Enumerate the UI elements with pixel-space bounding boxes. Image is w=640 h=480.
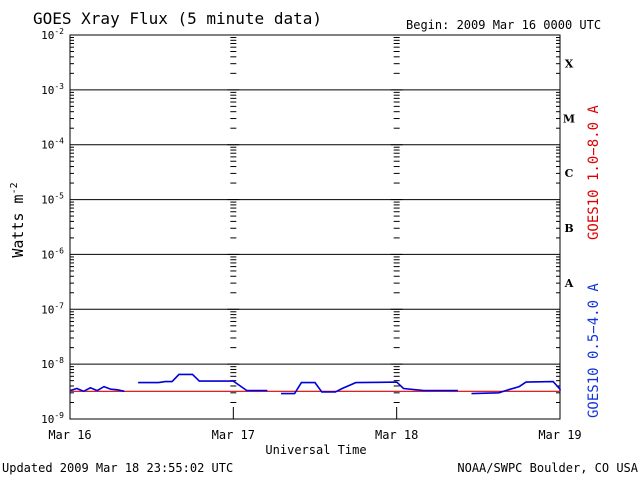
y-tick-label-base: 10 [41, 248, 54, 261]
flare-class-x: X [565, 57, 574, 70]
flare-class-m: M [563, 112, 575, 125]
y-tick-label-base: 10 [41, 29, 54, 42]
series-line-blue [281, 381, 458, 395]
x-tick-label: Mar 16 [48, 428, 91, 442]
y-tick-label-base: 10 [41, 139, 54, 152]
footer-credit: NOAA/SWPC Boulder, CO USA [457, 461, 638, 475]
legend-series-blue: GOES10 0.5−4.0 A [586, 283, 602, 418]
y-tick-label: 10-6 [41, 246, 64, 261]
y-axis-label: Watts m-2 [9, 182, 27, 257]
svg-text:Watts m-2: Watts m-2 [9, 182, 27, 257]
y-tick-label-exp: -4 [54, 137, 64, 146]
y-tick-label-exp: -3 [54, 82, 64, 91]
x-tick-label: Mar 19 [538, 428, 581, 442]
legend-series-red: GOES10 1.0−8.0 A [586, 105, 602, 240]
x-tick-label: Mar 17 [212, 428, 255, 442]
flare-class-a: A [564, 277, 574, 290]
y-tick-label-exp: -2 [54, 27, 64, 36]
begin-label: Begin: 2009 Mar 16 0000 UTC [406, 18, 601, 32]
y-tick-label-base: 10 [41, 303, 54, 316]
y-tick-label: 10-7 [41, 301, 64, 316]
series-line-blue [471, 380, 561, 395]
y-tick-label: 10-9 [41, 411, 64, 426]
flare-class-b: B [564, 222, 573, 235]
y-axis-label-sup: -2 [9, 182, 20, 194]
y-tick-label: 10-4 [41, 137, 64, 152]
y-tick-label-base: 10 [41, 358, 54, 371]
x-tick-label: Mar 18 [375, 428, 418, 442]
y-tick-label-exp: -7 [54, 301, 64, 310]
y-tick-label-base: 10 [41, 84, 54, 97]
y-tick-label: 10-2 [41, 27, 64, 42]
series-line-blue [69, 385, 125, 393]
footer-updated: Updated 2009 Mar 18 23:55:02 UTC [2, 461, 233, 475]
flare-class-c: C [565, 167, 574, 180]
y-tick-label-exp: -9 [54, 411, 64, 420]
y-tick-label: 10-5 [41, 192, 64, 207]
y-tick-label-base: 10 [41, 413, 54, 426]
chart-title: GOES Xray Flux (5 minute data) [33, 9, 322, 28]
series-line-blue [138, 373, 268, 392]
y-tick-label: 10-3 [41, 82, 64, 97]
x-axis-label: Universal Time [265, 443, 366, 457]
y-tick-label-base: 10 [41, 194, 54, 207]
y-tick-label-exp: -5 [54, 192, 64, 201]
y-tick-label-exp: -6 [54, 246, 64, 255]
y-axis-label-text: Watts m [9, 194, 27, 257]
y-tick-label-exp: -8 [54, 356, 64, 365]
y-tick-label: 10-8 [41, 356, 64, 371]
plot-frame [69, 34, 561, 420]
